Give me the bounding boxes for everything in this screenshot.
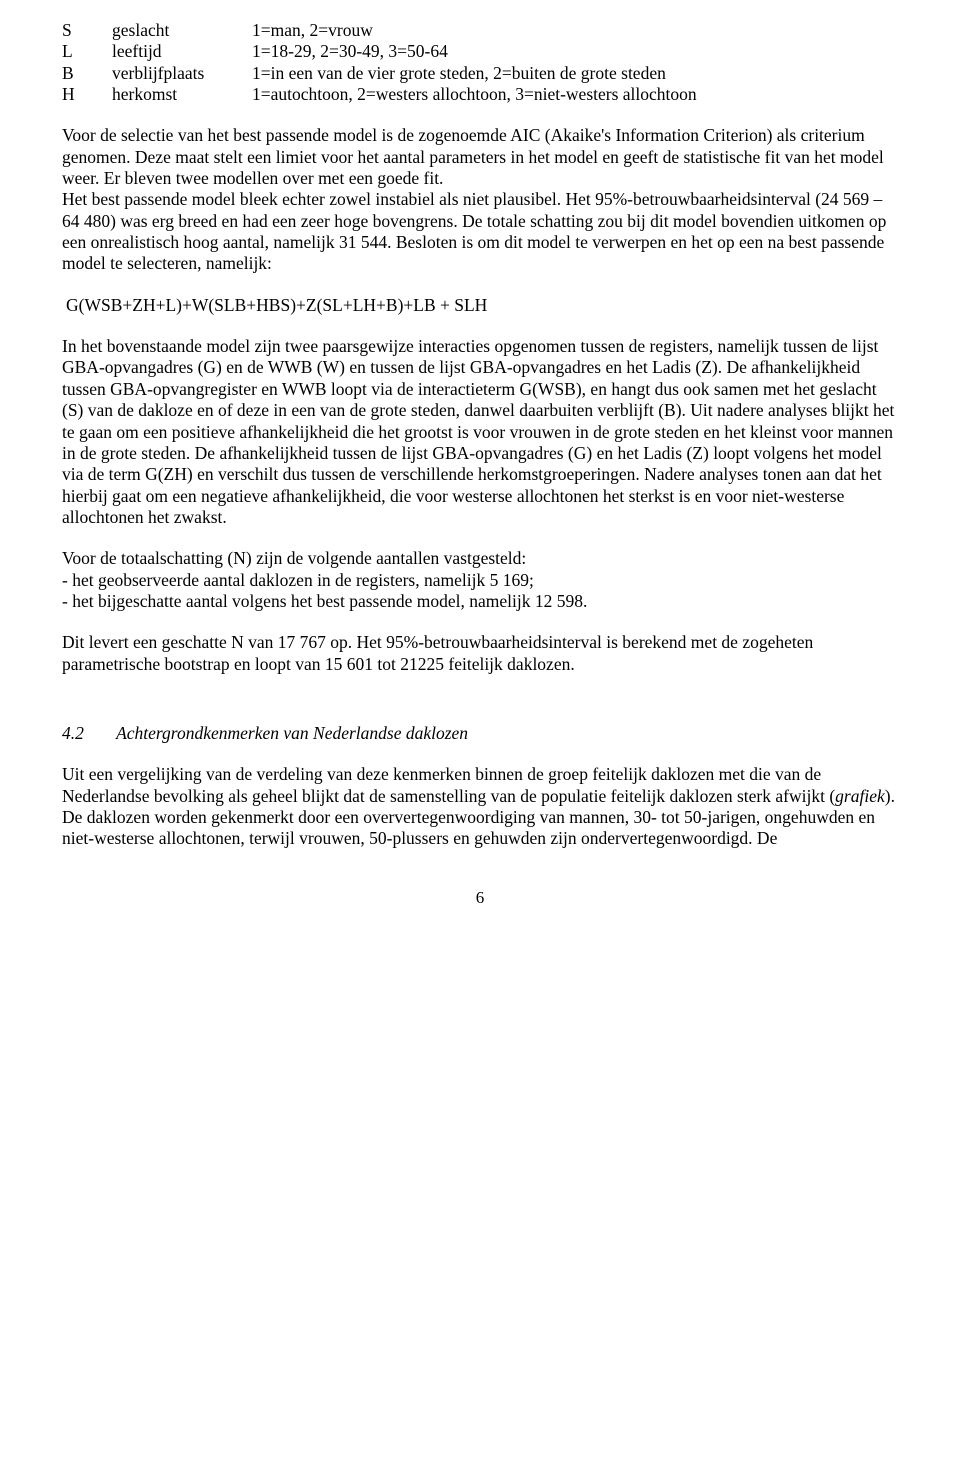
section-title: Achtergrondkenmerken van Nederlandse dak…	[116, 723, 468, 743]
def-code: H	[62, 84, 112, 105]
def-desc: 1=man, 2=vrouw	[252, 20, 697, 41]
paragraph-block: Voor de selectie van het best passende m…	[62, 125, 898, 274]
body-text: Het best passende model bleek echter zow…	[62, 189, 898, 274]
page-number: 6	[62, 888, 898, 909]
body-text: - het geobserveerde aantal daklozen in d…	[62, 570, 898, 591]
body-text: In het bovenstaande model zijn twee paar…	[62, 336, 898, 528]
def-desc: 1=in een van de vier grote steden, 2=bui…	[252, 63, 697, 84]
def-term: verblijfplaats	[112, 63, 252, 84]
def-desc: 1=autochtoon, 2=westers allochtoon, 3=ni…	[252, 84, 697, 105]
definition-row: L leeftijd 1=18-29, 2=30-49, 3=50-64	[62, 41, 697, 62]
body-text: Voor de totaalschatting (N) zijn de volg…	[62, 548, 898, 569]
definition-row: S geslacht 1=man, 2=vrouw	[62, 20, 697, 41]
body-text: Uit een vergelijking van de verdeling va…	[62, 764, 898, 849]
def-code: B	[62, 63, 112, 84]
def-term: leeftijd	[112, 41, 252, 62]
section-number: 4.2	[62, 723, 112, 744]
emphasis: grafiek	[835, 786, 885, 806]
def-code: S	[62, 20, 112, 41]
def-term: herkomst	[112, 84, 252, 105]
body-text: Voor de selectie van het best passende m…	[62, 125, 898, 189]
definitions-list: S geslacht 1=man, 2=vrouw L leeftijd 1=1…	[62, 20, 697, 105]
body-text: - het bijgeschatte aantal volgens het be…	[62, 591, 898, 612]
definition-row: B verblijfplaats 1=in een van de vier gr…	[62, 63, 697, 84]
def-desc: 1=18-29, 2=30-49, 3=50-64	[252, 41, 697, 62]
definition-row: H herkomst 1=autochtoon, 2=westers alloc…	[62, 84, 697, 105]
body-text: Dit levert een geschatte N van 17 767 op…	[62, 632, 898, 675]
text-run: Uit een vergelijking van de verdeling va…	[62, 764, 835, 805]
model-formula: G(WSB+ZH+L)+W(SLB+HBS)+Z(SL+LH+B)+LB + S…	[66, 295, 898, 316]
paragraph-block: Voor de totaalschatting (N) zijn de volg…	[62, 548, 898, 612]
section-heading: 4.2 Achtergrondkenmerken van Nederlandse…	[62, 723, 898, 744]
def-term: geslacht	[112, 20, 252, 41]
def-code: L	[62, 41, 112, 62]
